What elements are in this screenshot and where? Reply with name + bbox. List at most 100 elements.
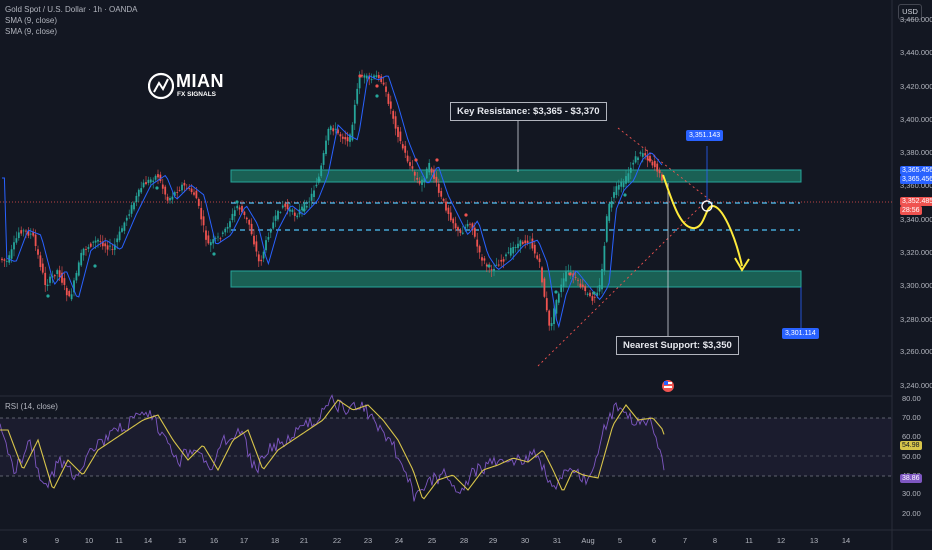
- candle-body: [421, 179, 423, 185]
- candle-body: [409, 162, 411, 166]
- rsi-axis-label: 60.00: [902, 432, 921, 441]
- candlestick-series: [1, 69, 663, 331]
- candle-body: [154, 175, 157, 180]
- signal-dot: [554, 290, 558, 294]
- candle-body: [80, 252, 83, 266]
- candle-body: [200, 207, 203, 220]
- date-label: 8: [22, 536, 28, 545]
- candle-body: [442, 198, 445, 201]
- candle-body: [339, 134, 342, 137]
- resistance-callout[interactable]: Key Resistance: $3,365 - $3,370: [450, 102, 607, 121]
- candle-body: [49, 276, 51, 283]
- candle-body: [293, 212, 296, 216]
- candle-body: [272, 222, 275, 229]
- retest-circle[interactable]: [701, 200, 713, 212]
- candle-body: [375, 75, 378, 78]
- candle-body: [15, 238, 18, 243]
- rsi-axis-label: 30.00: [902, 489, 921, 498]
- candle-body: [101, 241, 104, 247]
- rsi-legend[interactable]: RSI (14, close): [5, 402, 58, 411]
- candle-body: [373, 75, 375, 78]
- rsi-ma-value-tag: 54.98: [900, 441, 922, 450]
- candle-body: [205, 230, 207, 240]
- sma-legend-1[interactable]: SMA (9, close): [5, 16, 58, 25]
- candle-body: [574, 277, 577, 278]
- projection-arrowhead: [734, 257, 750, 272]
- candle-body: [353, 104, 356, 124]
- rsi-value-tag: 38.86: [900, 474, 922, 483]
- candle-body: [565, 271, 567, 282]
- projection-path[interactable]: [662, 174, 743, 267]
- resistance-zone[interactable]: [230, 169, 802, 183]
- candle-body: [368, 76, 371, 79]
- date-label: 25: [427, 536, 437, 545]
- candle-body: [397, 127, 399, 137]
- us-flag-icon[interactable]: [662, 380, 674, 392]
- target-low-tag: 3,301.114: [782, 328, 819, 339]
- candle-body: [77, 262, 80, 276]
- signal-dot: [375, 94, 379, 98]
- candle-body: [377, 74, 380, 79]
- date-label: 14: [143, 536, 153, 545]
- candle-body: [58, 270, 61, 278]
- sma-legend-2[interactable]: SMA (9, close): [5, 27, 58, 36]
- candle-body: [598, 285, 601, 292]
- candle-body: [334, 128, 337, 130]
- signal-dot: [358, 74, 362, 78]
- candle-body: [291, 209, 294, 212]
- candle-body: [212, 239, 215, 244]
- candle-body: [627, 173, 630, 181]
- date-label: 11: [745, 536, 753, 545]
- candle-body: [365, 75, 368, 79]
- candle-body: [625, 176, 627, 184]
- candle-body: [356, 88, 359, 104]
- countdown-tag: 28:56: [900, 206, 922, 215]
- support-callout[interactable]: Nearest Support: $3,350: [616, 336, 739, 355]
- rsi-line: [0, 394, 665, 502]
- candle-body: [358, 77, 361, 89]
- candle-body: [509, 247, 512, 256]
- candle-body: [370, 79, 373, 81]
- candle-body: [231, 213, 234, 220]
- price-axis-label: 3,260.000: [900, 347, 932, 356]
- candle-body: [5, 261, 8, 262]
- candle-body: [277, 210, 279, 220]
- candle-body: [20, 230, 23, 234]
- currency-button[interactable]: USD: [898, 4, 922, 20]
- candle-body: [411, 166, 414, 169]
- candle-body: [53, 275, 56, 277]
- date-label: 30: [520, 536, 530, 545]
- signal-dot: [93, 264, 97, 268]
- candle-body: [608, 203, 611, 221]
- candle-body: [286, 204, 289, 210]
- candle-body: [1, 258, 3, 261]
- candle-body: [401, 144, 404, 149]
- support-zone[interactable]: [230, 270, 802, 288]
- candle-body: [313, 190, 315, 198]
- candle-body: [253, 235, 255, 245]
- candle-body: [137, 189, 140, 197]
- candle-body: [181, 184, 183, 191]
- candle-body: [159, 174, 162, 182]
- candle-body: [430, 168, 433, 173]
- candle-body: [193, 192, 195, 195]
- candle-body: [255, 241, 258, 252]
- candle-body: [399, 131, 402, 142]
- candle-body: [85, 249, 87, 250]
- date-label: 8: [712, 536, 718, 545]
- symbol-legend[interactable]: Gold Spot / U.S. Dollar · 1h · OANDA: [5, 5, 138, 14]
- candle-body: [586, 293, 589, 295]
- candle-body: [149, 179, 152, 183]
- date-label: 7: [682, 536, 688, 545]
- last-price-tag: 3,352.485: [900, 197, 932, 206]
- candle-body: [118, 231, 121, 241]
- candle-body: [183, 182, 186, 186]
- date-label: 13: [809, 536, 819, 545]
- signal-dot: [648, 158, 652, 162]
- candle-body: [166, 196, 169, 201]
- price-axis-label: 3,460.000: [900, 15, 932, 24]
- candle-body: [555, 300, 558, 314]
- candle-body: [209, 242, 212, 246]
- candle-body: [130, 205, 133, 214]
